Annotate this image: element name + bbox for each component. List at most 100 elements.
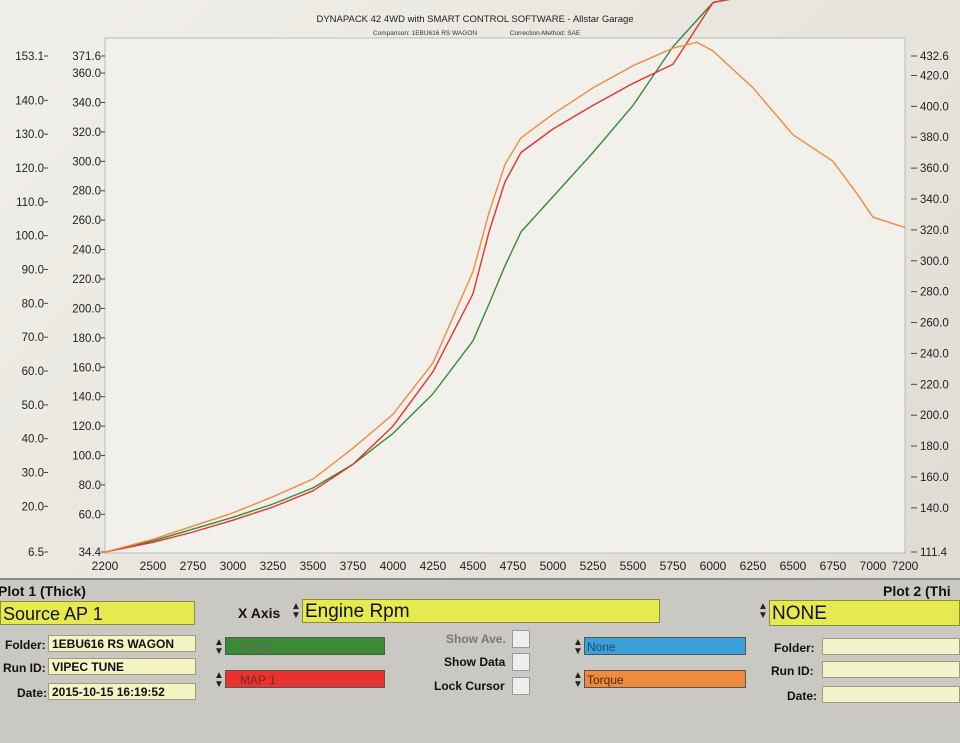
x-tick-label: 3500	[300, 559, 327, 573]
left2-tick-label: 200.0	[72, 303, 101, 315]
left2-tick-label: 60.0	[79, 509, 101, 521]
series-line-power	[104, 0, 731, 553]
x-axis: 2200 2500 2750 3000 3250 3500 3750 4000 4250 4500…	[92, 559, 919, 573]
right-tick-label: 140.0	[920, 503, 949, 515]
torque-spin-icon[interactable]: ▲ ▼	[573, 670, 583, 690]
lock-cursor-label: Lock Cursor	[434, 679, 505, 693]
left2-tick-label: 120.0	[72, 421, 101, 433]
series-line-torque	[104, 41, 906, 553]
control-panel: Plot 1 (Thick) Source AP 1 Folder: 1EBU6…	[0, 578, 960, 743]
right-tick-label: 220.0	[920, 379, 949, 391]
right-tick-label: 380.0	[920, 132, 949, 144]
left1-tick-label: 60.0	[22, 366, 44, 378]
x-tick-label: 4000	[380, 559, 407, 573]
left1-tick-label: 40.0	[22, 434, 44, 446]
x-tick-label: 6750	[820, 559, 847, 573]
plot1-source-select[interactable]: Source AP 1	[0, 601, 195, 625]
left2-tick-label: 180.0	[72, 333, 101, 345]
right-tick-label: 280.0	[920, 287, 949, 299]
plot1-date-value: 2015-10-15 16:19:52	[48, 683, 196, 700]
plot2-folder-label: Folder:	[774, 641, 815, 655]
power-spin-icon[interactable]: ▲ ▼	[214, 637, 224, 657]
lock-cursor-checkbox[interactable]	[512, 677, 530, 695]
dyno-chart: DYNAPACK 42 4WD with SMART CONTROL SOFTW…	[15, 0, 949, 573]
right-tick-label: 420.0	[920, 70, 949, 82]
left1-tick-label: 140.0	[15, 95, 44, 107]
x-tick-label: 3000	[220, 559, 247, 573]
left2-tick-label: 100.0	[72, 451, 101, 463]
right-tick-label: 320.0	[920, 225, 949, 237]
x-tick-label: 6250	[740, 559, 767, 573]
left2-tick-label: 360.0	[72, 68, 101, 80]
x-tick-label: 4250	[420, 559, 447, 573]
left2-tick-label: 34.4	[79, 547, 102, 559]
none-channel-select[interactable]: None	[584, 637, 746, 655]
left2-tick-label: 300.0	[72, 156, 101, 168]
left1-axis: 153.1 140.0 130.0 120.0 110.0 100.0 90.0 80.0 70…	[15, 51, 48, 559]
x-tick-label: 5750	[660, 559, 687, 573]
x-tick-label: 6000	[700, 559, 727, 573]
plot2-date-value	[822, 686, 960, 703]
map-spin-icon[interactable]: ▲ ▼	[214, 670, 224, 690]
left2-tick-label: 260.0	[72, 215, 101, 227]
x-tick-label: 5000	[540, 559, 567, 573]
torque-channel-select[interactable]: Torque	[584, 670, 746, 688]
plot2-folder-value	[822, 638, 960, 655]
left1-tick-label: 130.0	[15, 129, 44, 141]
x-tick-label: 3250	[260, 559, 287, 573]
plot2-source-select[interactable]: NONE	[769, 600, 960, 626]
right-tick-label: 111.4	[920, 547, 948, 559]
plot1-folder-label: Folder:	[5, 638, 46, 652]
left1-tick-label: 90.0	[22, 264, 44, 276]
x-tick-label: 6500	[780, 559, 807, 573]
x-tick-label: 2750	[180, 559, 207, 573]
left1-tick-label: 80.0	[22, 298, 44, 310]
x-tick-label: 2500	[140, 559, 167, 573]
x-tick-label: 4500	[460, 559, 487, 573]
x-axis-label: X Axis	[238, 605, 281, 621]
show-data-checkbox[interactable]	[512, 653, 530, 671]
plot2-runid-value	[822, 661, 960, 678]
left2-tick-label: 320.0	[72, 127, 101, 139]
x-tick-label: 4750	[500, 559, 527, 573]
x-axis-select[interactable]: Engine Rpm	[302, 599, 660, 623]
show-data-label: Show Data	[444, 655, 506, 669]
plot2-title: Plot 2 (Thi	[883, 583, 951, 599]
left2-tick-label: 240.0	[72, 245, 101, 257]
power-channel-select[interactable]: Power	[225, 637, 385, 655]
x-axis-spin-icon[interactable]: ▲ ▼	[291, 601, 301, 621]
right-axis: 432.6 420.0 400.0 380.0 360.0 340.0 320.0 300.0…	[911, 51, 949, 559]
left1-tick-label: 6.5	[28, 547, 44, 559]
plot-area	[104, 37, 906, 554]
x-tick-label: 7200	[892, 559, 919, 573]
left1-tick-label: 100.0	[15, 231, 44, 243]
chart-title: DYNAPACK 42 4WD with SMART CONTROL SOFTW…	[316, 14, 633, 25]
left2-tick-label: 340.0	[72, 97, 101, 109]
right-tick-label: 180.0	[920, 441, 949, 453]
plot1-runid-value: VIPEC TUNE	[48, 658, 196, 675]
plot2-date-label: Date:	[787, 689, 818, 703]
map-channel-select[interactable]: MAP 1	[225, 670, 385, 688]
left2-tick-label: 140.0	[72, 392, 101, 404]
x-tick-label: 5500	[620, 559, 647, 573]
right-tick-label: 432.6	[920, 51, 949, 63]
chart-correction: Correction-Method: SAE	[510, 30, 581, 37]
show-ave-checkbox[interactable]	[512, 630, 530, 648]
plot1-runid-label: Run ID:	[3, 661, 46, 675]
chart-comparison: Comparison: 1EBU616 RS WAGON	[373, 30, 477, 37]
show-ave-label: Show Ave.	[446, 632, 506, 646]
left1-tick-label: 153.1	[15, 51, 44, 63]
right-tick-label: 260.0	[920, 318, 949, 330]
left2-axis: 371.6 360.0 340.0 320.0 300.0 280.0 260.0 240.0…	[72, 51, 105, 559]
plot2-runid-label: Run ID:	[771, 664, 814, 678]
none-spin-icon[interactable]: ▲ ▼	[573, 637, 583, 657]
plot2-spin-icon[interactable]: ▲ ▼	[758, 601, 768, 621]
left1-tick-label: 70.0	[22, 332, 44, 344]
x-tick-label: 3750	[340, 559, 367, 573]
x-tick-label: 5250	[580, 559, 607, 573]
series-line-map-1	[104, 0, 728, 553]
left2-tick-label: 80.0	[79, 480, 101, 492]
right-tick-label: 360.0	[920, 163, 949, 175]
left1-tick-label: 30.0	[22, 467, 44, 479]
left1-tick-label: 120.0	[15, 163, 44, 175]
